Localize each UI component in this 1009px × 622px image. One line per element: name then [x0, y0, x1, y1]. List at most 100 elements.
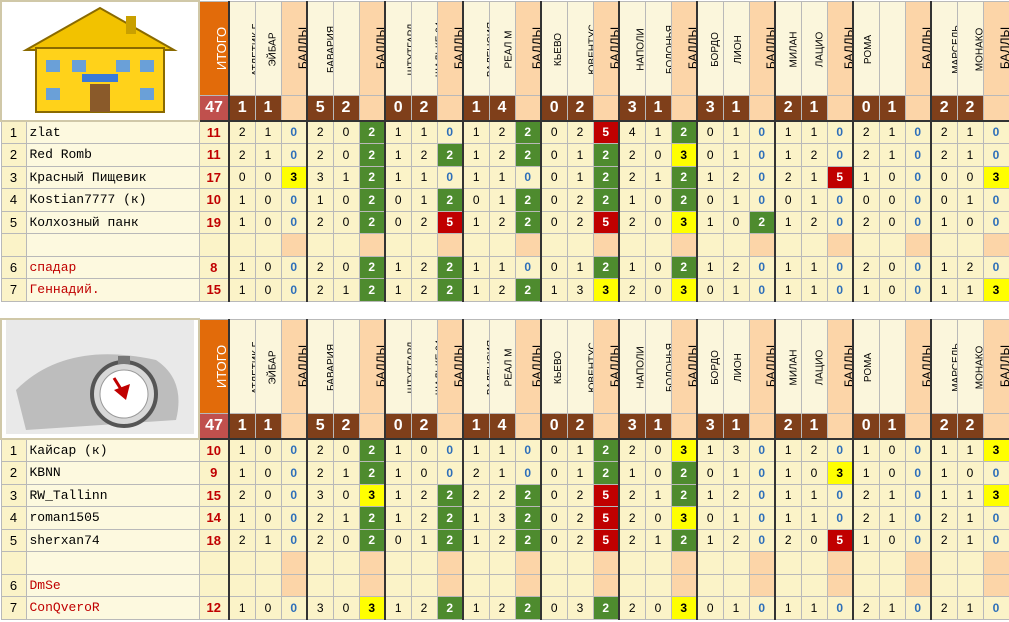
prediction-home: 2 [618, 143, 646, 167]
points-blank [280, 94, 308, 121]
player-row-label [0, 551, 200, 575]
points-header: БАЛЛЫ [904, 318, 932, 414]
prediction-home [384, 551, 412, 575]
points-cell [904, 233, 932, 257]
grand-total: 47 [198, 94, 230, 121]
prediction-home: 0 [540, 461, 568, 485]
prediction-home [930, 233, 958, 257]
match-score-away: 2 [332, 94, 360, 121]
prediction-away: 2 [488, 528, 516, 552]
points-cell: 0 [826, 278, 854, 302]
points-cell [280, 573, 308, 597]
points-cell: 2 [358, 506, 386, 530]
prediction-home [384, 573, 412, 597]
prediction-home: 1 [774, 506, 802, 530]
prediction-home [462, 233, 490, 257]
prediction-home: 3 [306, 165, 334, 189]
points-cell: 0 [982, 596, 1009, 620]
prediction-home: 0 [696, 143, 724, 167]
points-blank [592, 412, 620, 439]
player-row-label: 6 DmSe [0, 573, 200, 597]
points-cell: 0 [748, 143, 776, 167]
prediction-away: 3 [722, 437, 750, 462]
points-cell: 3 [982, 437, 1009, 462]
points-cell: 0 [982, 255, 1009, 279]
prediction-away: 0 [956, 210, 984, 234]
points-blank [358, 94, 386, 121]
points-cell: 0 [904, 188, 932, 212]
prediction-home: 1 [384, 119, 412, 144]
prediction-home [618, 573, 646, 597]
player-name: Красный Пищевик [26, 166, 198, 188]
points-header: БАЛЛЫ [514, 318, 542, 414]
prediction-away: 0 [644, 596, 672, 620]
prediction-home: 1 [384, 143, 412, 167]
points-cell [436, 551, 464, 575]
prediction-home: 2 [462, 461, 490, 485]
points-cell: 5 [592, 119, 620, 144]
prediction-home: 2 [852, 483, 880, 507]
prediction-home: 1 [384, 255, 412, 279]
player-row-label: 1 Кайсар (к) [0, 437, 200, 462]
prediction-home: 0 [540, 255, 568, 279]
points-cell: 0 [982, 461, 1009, 485]
prediction-away: 1 [332, 506, 360, 530]
prediction-home: 1 [228, 437, 256, 462]
points-header: БАЛЛЫ [280, 318, 308, 414]
prediction-away: 1 [722, 596, 750, 620]
team-header: АТЛЕТИК Б [228, 0, 256, 96]
points-cell: 0 [280, 119, 308, 144]
prediction-away [410, 233, 438, 257]
team-header: МОНАКО [956, 0, 984, 96]
prediction-home: 0 [540, 528, 568, 552]
prediction-away: 1 [566, 437, 594, 462]
prediction-away: 3 [488, 506, 516, 530]
player-total [198, 233, 230, 257]
points-cell [748, 551, 776, 575]
prediction-home: 1 [774, 437, 802, 462]
points-cell [358, 573, 386, 597]
prediction-away [956, 551, 984, 575]
points-cell: 0 [280, 210, 308, 234]
player-number: 4 [2, 189, 27, 211]
prediction-home: 2 [618, 506, 646, 530]
prediction-home: 2 [228, 143, 256, 167]
prediction-home: 1 [462, 596, 490, 620]
player-row-label: 7 ConQveroR [0, 596, 200, 620]
points-cell: 0 [904, 596, 932, 620]
team-header: АТЛЕТИК Б [228, 318, 256, 414]
player-name: спадар [26, 256, 198, 278]
points-cell: 3 [592, 278, 620, 302]
prediction-home: 1 [462, 506, 490, 530]
prediction-away [800, 233, 828, 257]
prediction-away: 2 [800, 437, 828, 462]
points-cell: 0 [748, 461, 776, 485]
points-cell: 0 [904, 437, 932, 462]
points-cell: 3 [670, 596, 698, 620]
prediction-away: 1 [956, 596, 984, 620]
team-header: БОЛОНЬЯ [644, 318, 672, 414]
points-header: БАЛЛЫ [982, 318, 1009, 414]
points-cell: 0 [748, 596, 776, 620]
points-header: БАЛЛЫ [670, 0, 698, 96]
prediction-home: 2 [618, 165, 646, 189]
prediction-home: 1 [462, 437, 490, 462]
prediction-away: 1 [332, 165, 360, 189]
prediction-home: 1 [696, 528, 724, 552]
player-total: 15 [198, 483, 230, 507]
prediction-home: 0 [228, 165, 256, 189]
prediction-away: 2 [722, 483, 750, 507]
team-header: БАВАРИЯ [306, 0, 334, 96]
points-cell: 0 [982, 188, 1009, 212]
prediction-home: 0 [696, 596, 724, 620]
points-cell [670, 233, 698, 257]
prediction-away: 0 [878, 210, 906, 234]
points-header: БАЛЛЫ [514, 0, 542, 96]
points-cell [592, 551, 620, 575]
points-cell: 0 [982, 528, 1009, 552]
prediction-home: 2 [306, 437, 334, 462]
points-cell: 2 [514, 188, 542, 212]
points-cell: 0 [748, 437, 776, 462]
prediction-away [878, 551, 906, 575]
points-cell: 0 [514, 165, 542, 189]
